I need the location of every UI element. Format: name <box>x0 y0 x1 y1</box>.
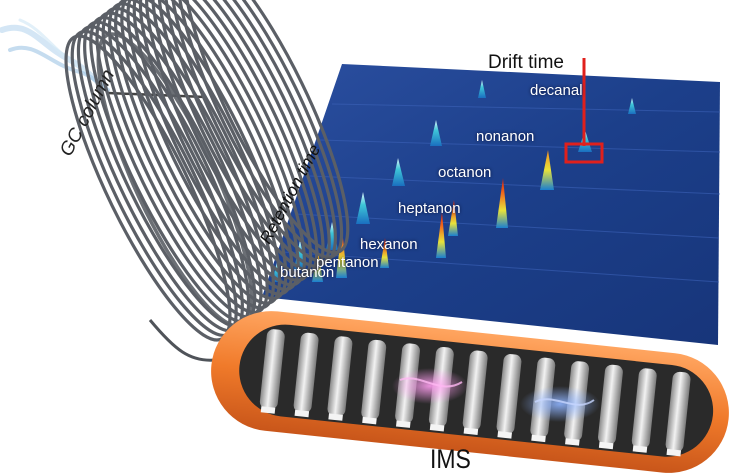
drift-ring-tab <box>565 438 580 446</box>
drift-ring-tab <box>497 431 512 439</box>
drift-ring <box>597 364 623 445</box>
drift-ring-tab <box>632 445 648 453</box>
drift-ring <box>462 350 488 431</box>
drift-ring-tab <box>362 416 377 425</box>
coil-loop <box>126 0 294 296</box>
drift-time-heatmap <box>262 58 721 345</box>
coil-loop <box>163 0 331 269</box>
coil-loop <box>169 0 337 264</box>
drift-ring-tab <box>666 448 682 457</box>
drift-ring-tab <box>328 413 343 421</box>
highlight-box <box>564 142 604 164</box>
compound-label-butanon: butanon <box>280 264 335 281</box>
drift-ring <box>496 354 522 435</box>
coil-loop <box>157 0 325 273</box>
drift-time-label: Drift time <box>488 52 564 73</box>
drift-ring <box>361 339 387 420</box>
drift-ring <box>665 371 691 452</box>
gc-column-coil <box>64 0 350 342</box>
drift-ring <box>293 332 319 413</box>
coil-loop <box>120 0 288 301</box>
column-outlet <box>148 319 216 362</box>
drift-ring-tab <box>531 434 546 443</box>
compound-label-pentanon: pentanon <box>316 254 379 271</box>
ims-label: IMS <box>430 443 471 474</box>
drift-ring-tab <box>294 409 310 418</box>
drift-ring-tab <box>260 406 276 414</box>
coil-loop <box>132 0 300 292</box>
drift-ring-tab <box>598 441 614 450</box>
coil-loop <box>182 0 350 255</box>
compound-label-octanon: octanon <box>438 164 492 181</box>
compound-label-decanal: decanal <box>530 82 583 99</box>
compound-label-heptanon: heptanon <box>398 200 461 217</box>
drift-tube-icon <box>211 311 729 473</box>
drift-ring <box>631 368 657 449</box>
coil-loop <box>138 0 306 287</box>
coil-loop <box>151 0 319 278</box>
drift-ring-tab <box>463 427 479 436</box>
drift-ring <box>327 336 353 417</box>
coil-loop <box>176 0 344 259</box>
drift-ring-tab <box>429 424 445 432</box>
drift-ring <box>259 329 285 410</box>
compound-label-hexanon: hexanon <box>360 236 418 253</box>
drift-ring-tab <box>395 420 411 428</box>
compound-label-nonanon: nonanon <box>476 128 535 145</box>
coil-loop <box>145 0 313 282</box>
